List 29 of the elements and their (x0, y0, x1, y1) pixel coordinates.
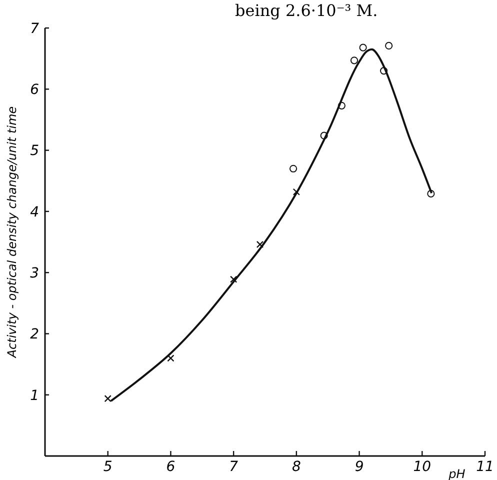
y-axis-title: Activity - optical density change/unit time (5, 106, 19, 359)
point (230, 276, 238, 283)
point (292, 188, 300, 196)
point (427, 190, 435, 198)
y-tick-label: 4 (30, 204, 39, 220)
point (380, 67, 388, 75)
point (338, 102, 346, 110)
x-tick-label: 8 (292, 459, 301, 475)
point (104, 394, 112, 402)
x-tick-label: 7 (229, 459, 238, 475)
y-tick-label: 3 (30, 265, 39, 282)
text: being 2.6·10⁻³ M. (235, 1, 378, 20)
point (320, 132, 328, 140)
y-tick-label: 1 (30, 388, 39, 404)
point (359, 44, 367, 52)
point (167, 354, 174, 362)
y-tick-label: 2 (30, 326, 40, 343)
point (350, 56, 358, 64)
x-tick-label: 6 (166, 459, 176, 475)
point (256, 240, 264, 248)
point (289, 164, 298, 172)
x-tick-label: 10 (413, 459, 432, 475)
x-tick-label: 5 (103, 459, 112, 475)
x-tick-label: 11 (476, 459, 494, 475)
x-tick-label: 9 (354, 459, 364, 475)
y-tick-label: 6 (30, 82, 40, 98)
y-tick-label: 7 (30, 20, 40, 37)
point (385, 42, 393, 50)
y-tick-label: 5 (30, 143, 40, 160)
